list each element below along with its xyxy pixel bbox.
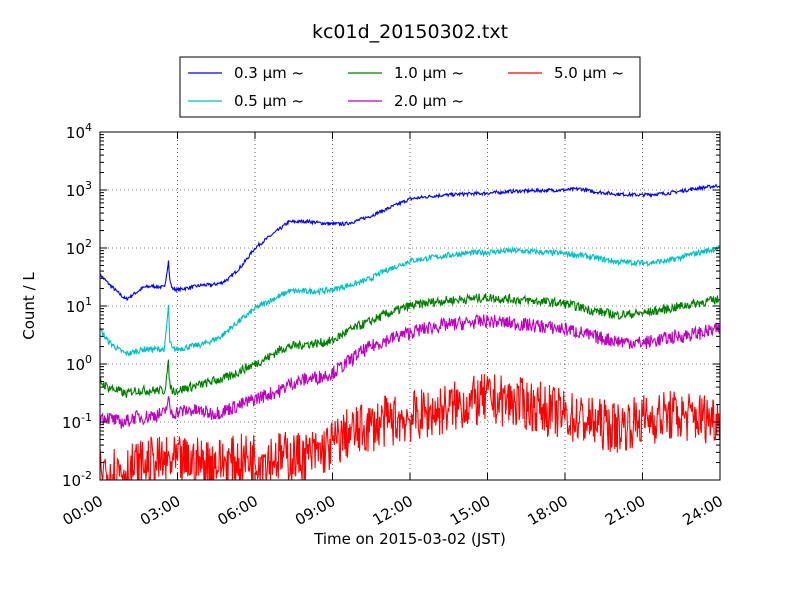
series-line-2 [100,292,720,399]
y-tick-label: 10-1 [62,411,92,432]
series-line-0 [100,183,720,302]
legend: 0.3 µm ~ 0.5 µm ~ 1.0 µm ~ 2.0 µm ~ 5.0 µm ~ [179,56,641,118]
y-tick-label: 103 [66,179,92,200]
series-line-3 [100,313,720,429]
y-tick-label: 101 [66,295,92,316]
series-lines [100,183,720,480]
legend-label-3: 2.0 µm ~ [394,92,464,110]
y-axis: 10-2 10-1 100 101 102 103 104 [62,121,720,490]
series-line-4 [100,373,720,480]
y-tick-label: 100 [66,353,92,374]
y-axis-label: Count / L [20,272,38,340]
legend-label-4: 5.0 µm ~ [554,64,624,82]
chart-title: kc01d_20150302.txt [312,21,508,43]
y-tick-label: 102 [66,237,92,258]
legend-label-0: 0.3 µm ~ [234,64,304,82]
x-axis-label: Time on 2015-03-02 (JST) [313,530,506,548]
y-tick-label: 104 [66,121,92,142]
y-tick-label: 10-2 [62,469,92,490]
series-line-1 [100,245,720,357]
legend-box [179,56,641,118]
legend-label-2: 1.0 µm ~ [394,64,464,82]
legend-label-1: 0.5 µm ~ [234,92,304,110]
